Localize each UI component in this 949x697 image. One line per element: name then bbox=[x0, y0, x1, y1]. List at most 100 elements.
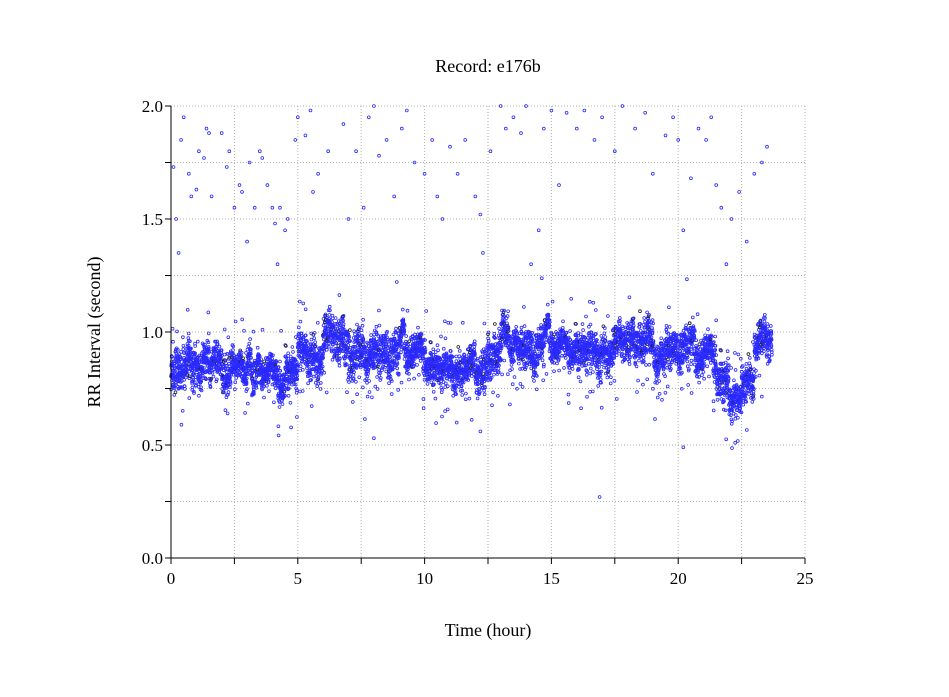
data-point bbox=[233, 387, 237, 392]
data-point bbox=[357, 336, 362, 341]
data-point bbox=[206, 350, 211, 355]
data-point bbox=[597, 365, 601, 369]
data-point bbox=[546, 314, 551, 318]
data-point bbox=[366, 367, 371, 372]
data-point bbox=[550, 360, 554, 364]
data-point bbox=[633, 361, 638, 366]
data-point bbox=[421, 356, 426, 360]
data-point bbox=[179, 422, 184, 427]
data-point bbox=[540, 354, 544, 358]
data-point bbox=[311, 342, 315, 347]
data-point bbox=[206, 331, 211, 336]
data-point bbox=[226, 335, 231, 340]
data-point bbox=[225, 411, 230, 416]
data-point bbox=[197, 384, 201, 389]
data-point bbox=[637, 358, 641, 363]
data-point bbox=[196, 339, 200, 344]
data-point bbox=[546, 312, 551, 317]
data-point bbox=[394, 280, 399, 284]
data-point bbox=[201, 342, 206, 347]
data-point bbox=[606, 367, 611, 372]
data-point bbox=[208, 385, 213, 389]
data-point bbox=[422, 345, 427, 350]
data-point bbox=[307, 364, 311, 369]
data-point bbox=[224, 395, 229, 400]
data-point bbox=[276, 433, 281, 438]
data-point bbox=[598, 369, 602, 374]
data-point bbox=[187, 374, 192, 379]
data-point bbox=[650, 343, 655, 348]
data-point bbox=[265, 383, 269, 388]
data-point bbox=[477, 390, 482, 395]
data-point bbox=[181, 335, 185, 340]
data-point bbox=[334, 340, 338, 345]
data-point bbox=[362, 354, 366, 358]
data-point bbox=[486, 332, 490, 337]
data-point bbox=[336, 344, 341, 348]
data-point bbox=[199, 388, 204, 393]
data-point bbox=[645, 310, 649, 315]
data-point bbox=[466, 378, 471, 382]
data-point bbox=[429, 352, 434, 357]
data-point bbox=[486, 338, 491, 343]
data-point bbox=[264, 366, 269, 370]
data-point bbox=[617, 346, 621, 351]
data-point bbox=[614, 397, 619, 401]
data-point bbox=[452, 375, 457, 380]
data-point bbox=[367, 379, 371, 383]
data-point bbox=[425, 372, 430, 376]
data-point bbox=[315, 384, 320, 389]
data-point bbox=[552, 369, 556, 374]
data-point bbox=[602, 331, 607, 336]
data-point bbox=[317, 366, 322, 370]
data-point bbox=[493, 368, 498, 372]
data-point bbox=[404, 354, 409, 359]
data-point bbox=[337, 363, 342, 368]
data-point bbox=[375, 364, 380, 369]
data-point bbox=[419, 332, 424, 337]
data-point bbox=[193, 351, 197, 356]
data-point bbox=[288, 354, 293, 359]
data-point bbox=[472, 339, 477, 344]
data-point bbox=[324, 390, 329, 395]
data-point bbox=[520, 385, 525, 389]
data-point bbox=[300, 389, 305, 393]
data-point bbox=[433, 396, 438, 401]
data-point bbox=[642, 359, 646, 364]
data-point bbox=[588, 371, 592, 376]
data-point bbox=[351, 344, 356, 349]
data-points bbox=[169, 104, 774, 499]
data-point bbox=[451, 393, 456, 398]
data-point bbox=[341, 313, 346, 318]
data-point bbox=[284, 384, 289, 388]
data-point bbox=[331, 342, 335, 347]
data-point bbox=[239, 350, 244, 355]
data-point bbox=[333, 316, 338, 320]
data-point bbox=[482, 379, 487, 384]
data-point bbox=[223, 408, 228, 413]
data-point bbox=[228, 380, 233, 384]
data-point bbox=[519, 357, 523, 362]
data-point bbox=[505, 321, 509, 326]
data-point bbox=[260, 327, 265, 332]
data-point bbox=[417, 372, 421, 377]
data-point bbox=[428, 340, 433, 344]
data-point bbox=[276, 365, 281, 369]
data-point bbox=[208, 381, 212, 386]
data-point bbox=[326, 344, 331, 349]
data-point bbox=[547, 318, 552, 322]
data-point bbox=[217, 344, 222, 349]
data-point bbox=[442, 319, 447, 324]
data-point bbox=[333, 326, 338, 331]
data-point bbox=[350, 400, 355, 404]
data-point bbox=[389, 392, 394, 396]
data-point bbox=[355, 322, 359, 327]
data-point bbox=[469, 374, 474, 378]
data-point bbox=[259, 362, 264, 367]
data-point bbox=[312, 348, 317, 353]
data-point bbox=[474, 370, 479, 375]
data-point bbox=[348, 328, 352, 332]
data-point bbox=[423, 347, 428, 352]
data-point bbox=[244, 389, 249, 393]
data-point bbox=[290, 345, 295, 349]
